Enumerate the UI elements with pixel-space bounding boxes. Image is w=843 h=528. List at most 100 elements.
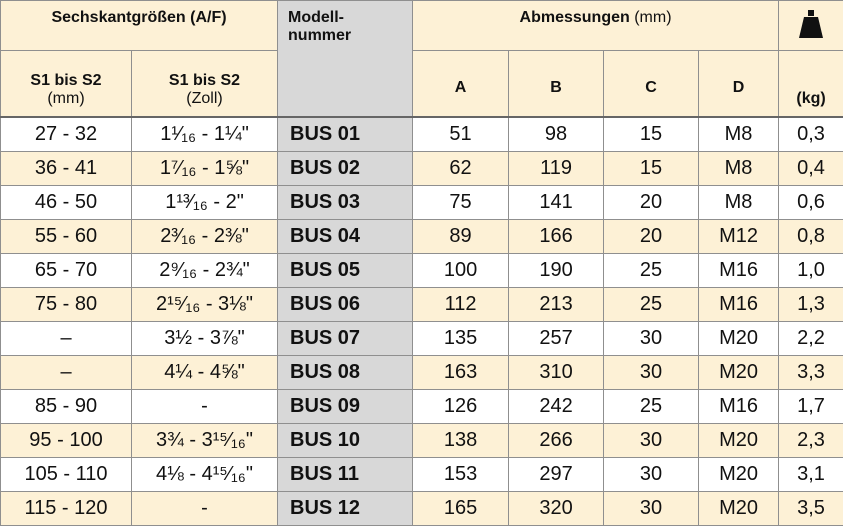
- model-cell: BUS 01: [277, 116, 414, 152]
- table-cell: 25: [603, 252, 700, 288]
- table-row: 65 - 70 2⁹⁄₁₆ - 2¾" BUS 05 100 190 25 M16 1,0: [0, 252, 843, 288]
- table-cell: M20: [698, 490, 780, 526]
- header-row: S1 bis S2 (mm) S1 bis S2 (Zoll) A B C D (k…: [0, 50, 843, 117]
- table-cell: -: [130, 490, 279, 526]
- table-row: 46 - 50 1¹³⁄₁₆ - 2" BUS 03 75 141 20 M8 0,6: [0, 184, 843, 220]
- table-cell: 135: [412, 320, 510, 356]
- table-cell: 51: [412, 116, 510, 152]
- column-header: C: [603, 50, 700, 117]
- table-cell: 213: [508, 286, 605, 322]
- table-cell: 4⅛ - 4¹⁵⁄₁₆": [130, 456, 279, 492]
- table-row: 85 - 90- BUS 09 126 242 25 M16 1,7: [0, 388, 843, 424]
- table-row: 115 - 120- BUS 12 165 320 30 M20 3,5: [0, 490, 843, 526]
- table-row: 75 - 80 2¹⁵⁄₁₆ - 3⅛" BUS 06 112 213 25 M16 1,3: [0, 286, 843, 322]
- table-cell: M8: [698, 150, 780, 186]
- header-weight-icon: [778, 0, 843, 51]
- table-cell: 153: [412, 456, 510, 492]
- table-cell: M8: [698, 116, 780, 152]
- model-cell: BUS 11: [277, 456, 414, 492]
- table-row: 95 - 100 3¾ - 3¹⁵⁄₁₆" BUS 10 138 266 30 M20 2,3: [0, 422, 843, 458]
- sub-header: S1 bis S2 (mm): [0, 50, 132, 117]
- table-cell: 89: [412, 218, 510, 254]
- model-cell: BUS 04: [277, 218, 414, 254]
- header-model-line: Modell-: [288, 9, 345, 26]
- table-cell: 297: [508, 456, 605, 492]
- table-cell: 166: [508, 218, 605, 254]
- table-cell: 163: [412, 354, 510, 390]
- table-cell: 65 - 70: [0, 252, 132, 288]
- sub-header-title: S1 bis S2: [30, 71, 102, 89]
- weight-icon: [799, 10, 824, 38]
- table-cell: M20: [698, 320, 780, 356]
- table-cell: 75: [412, 184, 510, 220]
- table-cell: 1,3: [778, 286, 843, 322]
- sub-header: S1 bis S2 (Zoll): [130, 50, 279, 117]
- table-cell: 25: [603, 388, 700, 424]
- table-cell: M16: [698, 388, 780, 424]
- table-cell: 15: [603, 150, 700, 186]
- table-cell: 1⁷⁄₁₆ - 1⅝": [130, 150, 279, 186]
- table-cell: 1¹³⁄₁₆ - 2": [130, 184, 279, 220]
- table-cell: 62: [412, 150, 510, 186]
- table-cell: -: [130, 388, 279, 424]
- table-cell: 75 - 80: [0, 286, 132, 322]
- table-cell: 2⁹⁄₁₆ - 2¾": [130, 252, 279, 288]
- table-cell: 257: [508, 320, 605, 356]
- column-header: B: [508, 50, 605, 117]
- table-cell: 3,1: [778, 456, 843, 492]
- table-body: 27 - 32 1¹⁄₁₆ - 1¼" BUS 01 51 98 15 M8 0,3 36 - …: [0, 116, 843, 526]
- table-row: –4¼ - 4⅝" BUS 08 163 310 30 M20 3,3: [0, 354, 843, 390]
- model-cell: BUS 09: [277, 388, 414, 424]
- table-cell: 3¾ - 3¹⁵⁄₁₆": [130, 422, 279, 458]
- table-cell: 266: [508, 422, 605, 458]
- model-cell: BUS 06: [277, 286, 414, 322]
- table-cell: 3½ - 3⅞": [130, 320, 279, 356]
- table-cell: M16: [698, 252, 780, 288]
- table-cell: 30: [603, 422, 700, 458]
- table-cell: 15: [603, 116, 700, 152]
- header-model-line: nummer: [288, 27, 352, 44]
- table-cell: 98: [508, 116, 605, 152]
- sub-header-unit: (Zoll): [186, 89, 223, 107]
- header-dimensions-title: Abmessungen: [519, 9, 630, 26]
- model-cell: BUS 08: [277, 354, 414, 390]
- table-cell: 30: [603, 490, 700, 526]
- table-cell: 1,0: [778, 252, 843, 288]
- header-dimensions-unit: (mm): [634, 9, 672, 26]
- table-cell: 36 - 41: [0, 150, 132, 186]
- table-cell: 141: [508, 184, 605, 220]
- table-cell: 30: [603, 320, 700, 356]
- table-cell: 105 - 110: [0, 456, 132, 492]
- table-cell: 190: [508, 252, 605, 288]
- table-cell: 20: [603, 218, 700, 254]
- table-cell: –: [0, 320, 132, 356]
- table-cell: 2,2: [778, 320, 843, 356]
- weight-unit: (kg): [778, 50, 843, 117]
- table-cell: 0,3: [778, 116, 843, 152]
- table-cell: 2,3: [778, 422, 843, 458]
- table-row: 55 - 60 2³⁄₁₆ - 2⅜" BUS 04 89 166 20 M12 0,8: [0, 218, 843, 254]
- table-cell: 0,4: [778, 150, 843, 186]
- table-cell: 25: [603, 286, 700, 322]
- column-header: A: [412, 50, 510, 117]
- table-cell: 112: [412, 286, 510, 322]
- table-cell: 165: [412, 490, 510, 526]
- table-row: –3½ - 3⅞" BUS 07 135 257 30 M20 2,2: [0, 320, 843, 356]
- table-row: 27 - 32 1¹⁄₁₆ - 1¼" BUS 01 51 98 15 M8 0,3: [0, 116, 843, 152]
- header-model: Modell-nummer: [277, 0, 414, 117]
- table-cell: 30: [603, 354, 700, 390]
- header-sizes: Sechskantgrößen (A/F): [0, 0, 279, 51]
- table-cell: M20: [698, 456, 780, 492]
- table-cell: 3,3: [778, 354, 843, 390]
- header-dimensions: Abmessungen (mm): [412, 0, 780, 51]
- table-cell: 126: [412, 388, 510, 424]
- table-cell: 46 - 50: [0, 184, 132, 220]
- table-cell: 100: [412, 252, 510, 288]
- table-cell: 2³⁄₁₆ - 2⅜": [130, 218, 279, 254]
- model-cell: BUS 02: [277, 150, 414, 186]
- sub-header-unit: (mm): [47, 89, 85, 107]
- model-cell: BUS 07: [277, 320, 414, 356]
- table-cell: 1,7: [778, 388, 843, 424]
- table-cell: M16: [698, 286, 780, 322]
